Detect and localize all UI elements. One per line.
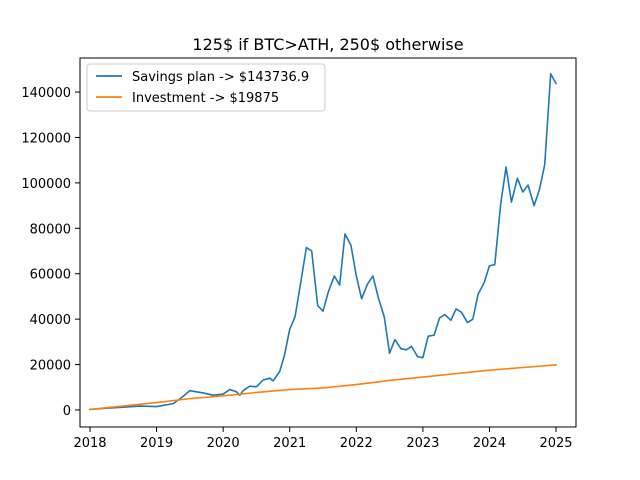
y-tick-label: 0 <box>63 404 71 419</box>
series-line-investment <box>89 363 557 411</box>
x-tick-label: 2022 <box>340 436 373 451</box>
y-tick-label: 100000 <box>21 177 71 192</box>
y-tick-label: 80000 <box>30 222 71 237</box>
y-tick-label: 140000 <box>21 86 71 101</box>
legend: Savings plan -> $143736.9 Investment -> $… <box>86 63 326 112</box>
x-tick-label: 2020 <box>207 436 240 451</box>
y-tick-label: 20000 <box>30 359 71 374</box>
x-tick-label: 2019 <box>140 436 173 451</box>
legend-box <box>86 63 326 112</box>
x-tick-label: 2021 <box>273 436 306 451</box>
legend-label-investment: Investment -> $19875 <box>132 91 279 106</box>
plot-area <box>89 73 558 411</box>
series-line-savings-plan <box>89 73 558 411</box>
chart-title: 125$ if BTC>ATH, 250$ otherwise <box>192 35 463 54</box>
plot-frame <box>79 57 577 428</box>
y-tick-label: 40000 <box>30 313 71 328</box>
x-tick-label: 2024 <box>473 436 506 451</box>
y-tick-label: 60000 <box>30 268 71 283</box>
x-tick-label: 2018 <box>73 436 106 451</box>
y-axis: 0 20000 40000 60000 80000 100000 120000 140000 <box>21 86 80 419</box>
legend-label-savings-plan: Savings plan -> $143736.9 <box>132 70 309 85</box>
y-tick-label: 120000 <box>21 131 71 146</box>
x-tick-label: 2023 <box>406 436 439 451</box>
x-tick-label: 2025 <box>539 436 572 451</box>
x-axis: 2018 2019 2020 2021 2022 2023 2024 2025 <box>73 427 573 451</box>
